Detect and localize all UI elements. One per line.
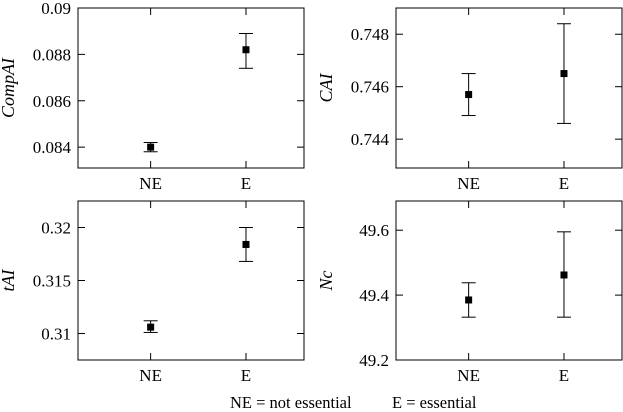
panel-4-ytick-label: 49.4 (359, 286, 389, 305)
panel-1-xtick-label: NE (139, 174, 162, 193)
panel-2-ytick-label: 0.748 (351, 25, 389, 44)
panel-1-point-NE (147, 143, 155, 151)
panel-4-xtick-label: NE (457, 366, 480, 385)
panel-1-frame (77, 7, 305, 169)
caption-not-essential: NE = not essential (230, 393, 352, 412)
panel-2-ylabel: CAI (316, 72, 336, 102)
panel-3: 0.31 0.315 0.32 tAI NE E (0, 200, 305, 385)
panel-3-ytick-label: 0.32 (41, 219, 71, 238)
panel-4-point-E (560, 271, 568, 279)
panel-2-xtick-label: E (559, 174, 569, 193)
panel-2-point-NE (465, 91, 473, 99)
panel-2-ytick-label: 0.746 (351, 78, 389, 97)
caption-essential: E = essential (392, 393, 477, 412)
panel-2-ytick-label: 0.744 (351, 130, 390, 149)
panel-3-ylabel: tAI (0, 269, 18, 292)
panel-4-point-NE (465, 296, 473, 304)
panel-3-xtick-label: E (241, 366, 251, 385)
panel-2-point-E (560, 70, 568, 78)
panel-1: 0.084 0.086 0.088 0.09 CompAI NE E (0, 0, 305, 193)
panel-3-point-E (242, 240, 250, 248)
panel-2-xtick-label: NE (457, 174, 480, 193)
panel-4-ylabel: Nc (316, 270, 336, 291)
panel-3-xtick-label: NE (139, 366, 162, 385)
panel-2-frame (395, 7, 623, 169)
panel-4-ytick-label: 49.2 (359, 351, 389, 370)
panel-1-xtick-label: E (241, 174, 251, 193)
panel-1-ylabel: CompAI (0, 57, 18, 118)
panel-1-ytick-label: 0.086 (33, 92, 71, 111)
panel-3-point-NE (147, 323, 155, 331)
panel-3-ytick-label: 0.31 (41, 325, 71, 344)
panel-1-point-E (242, 46, 250, 54)
panel-1-ytick-label: 0.084 (33, 138, 72, 157)
panel-1-ytick-label: 0.088 (33, 45, 71, 64)
panel-3-ytick-label: 0.315 (33, 272, 71, 291)
panel-4-ytick-label: 49.6 (359, 221, 389, 240)
panel-4-xtick-label: E (559, 366, 569, 385)
panel-3-frame (77, 200, 305, 361)
panel-4: 49.2 49.4 49.6 Nc NE E (316, 200, 623, 385)
panel-4-frame (395, 200, 623, 361)
panel-2: 0.744 0.746 0.748 CAI NE E (316, 7, 623, 193)
panel-1-ytick-label: 0.09 (41, 0, 71, 18)
